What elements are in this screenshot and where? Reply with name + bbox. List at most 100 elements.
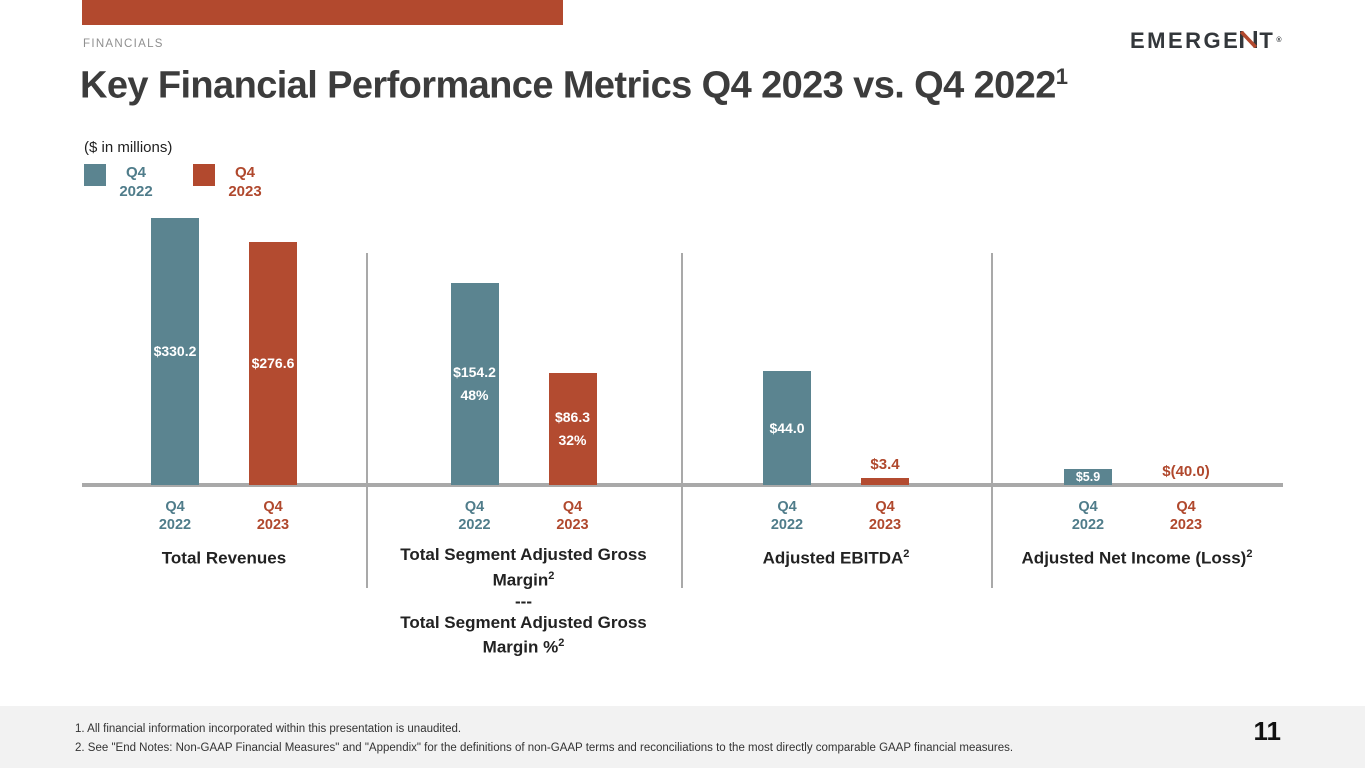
chart-group-adjusted-net-income: $5.9 $(40.0) Q4 2022 Q4 2023 Adjusted Ne…	[991, 218, 1283, 569]
legend-label-line: Q4	[125, 164, 146, 181]
tick-q4-2023: Q4 2023	[549, 499, 597, 534]
emergent-logo: EMERGE T ®	[1130, 28, 1284, 54]
footnotes: 1. All financial information incorporate…	[75, 720, 1013, 757]
bar-pair: $44.0 $3.4	[681, 218, 991, 485]
group-title-text: Adjusted EBITDA	[762, 548, 904, 568]
bar-column-q4-2023: $276.6	[249, 218, 297, 485]
tick-line: Q4	[263, 499, 283, 515]
group-title-text: Total Segment Adjusted Gross Margin	[400, 545, 647, 590]
page-number: 11	[1253, 716, 1282, 746]
bar-pair: $330.2 $276.6	[82, 218, 366, 485]
group-subtitle-text: Total Segment Adjusted Gross Margin %	[400, 612, 647, 657]
bar-dollar-label: $154.2	[453, 364, 496, 380]
footnote-1: 1. All financial information incorporate…	[75, 723, 462, 735]
tick-q4-2022: Q4 2022	[151, 499, 199, 534]
tick-line: Q4	[562, 499, 583, 515]
bar-column-q4-2022: $44.0	[763, 218, 811, 485]
bar-q4-2023: $276.6	[249, 242, 297, 485]
x-axis-tick-labels: Q4 2022 Q4 2023	[366, 499, 681, 534]
bar-q4-2023	[861, 478, 909, 485]
group-divider-line	[991, 253, 993, 588]
legend-swatch-q4-2023	[193, 164, 215, 186]
logo-text-right: T	[1259, 28, 1276, 53]
tick-line: Q4	[1176, 499, 1196, 515]
group-title-separator: ---	[515, 591, 532, 611]
legend-item-q4-2022: Q4 2022	[84, 163, 157, 201]
x-axis-tick-labels: Q4 2022 Q4 2023	[681, 499, 991, 534]
tick-line: Q4	[464, 499, 485, 515]
slide-title-text: Key Financial Performance Metrics Q4 202…	[80, 64, 1056, 107]
section-eyebrow: FINANCIALS	[83, 38, 164, 50]
bar-percent-label: 48%	[460, 387, 489, 403]
tick-line: 2023	[556, 516, 589, 533]
tick-line: 2022	[770, 516, 804, 533]
tick-q4-2023: Q4 2023	[249, 499, 297, 534]
bar-column-q4-2023: $86.3 32%	[548, 218, 597, 485]
bar-value-label-above: $3.4	[870, 456, 900, 473]
bar-q4-2023: $86.3 32%	[548, 373, 597, 485]
chart-group-total-revenues: $330.2 $276.6 Q4 2022 Q4 2023 Total Reve…	[82, 218, 366, 569]
footnote-2: 2. See "End Notes: Non-GAAP Financial Me…	[75, 741, 1014, 754]
legend-label-q4-2023: Q4 2023	[224, 163, 266, 201]
legend-label-line: Q4	[234, 164, 255, 181]
tick-line: 2022	[1071, 516, 1105, 533]
tick-line: 2022	[458, 516, 491, 533]
group-title-text: Adjusted Net Income (Loss)	[1021, 548, 1247, 568]
bar-value-label: $44.0	[769, 419, 805, 436]
bar-value-label: $330.2	[153, 343, 197, 359]
tick-line: Q4	[777, 499, 797, 515]
logo-trademark: ®	[1276, 37, 1284, 44]
bar-value-label: $86.3 32%	[549, 373, 597, 485]
slide-title-footnote-marker: 1	[1055, 64, 1068, 89]
bar-pair: $5.9 $(40.0)	[991, 218, 1283, 485]
bar-column-q4-2022: $5.9	[1064, 218, 1112, 485]
tick-line: 2023	[1169, 516, 1203, 533]
group-title-footnote-marker: 2	[1246, 548, 1253, 560]
chart-group-gross-margin: $154.2 48% $86.3 32% Q4 2022 Q4 2023 Total…	[366, 218, 681, 658]
group-title-main: Total Segment Adjusted Gross Margin2	[393, 544, 655, 591]
bar-column-q4-2022: $330.2	[151, 218, 199, 485]
bar-value-label: $276.6	[251, 355, 295, 371]
bar-value-label: $5.9	[1075, 469, 1101, 484]
legend-label-line: 2023	[228, 183, 262, 200]
group-subtitle: Total Segment Adjusted Gross Margin %2	[393, 612, 655, 659]
bar-value-label: $154.2 48%	[451, 283, 499, 485]
tick-line: 2022	[158, 516, 192, 533]
bar-dollar-label: $86.3	[554, 409, 591, 425]
tick-q4-2023: Q4 2023	[861, 499, 909, 534]
tick-q4-2022: Q4 2022	[1064, 499, 1112, 534]
units-note: ($ in millions)	[84, 139, 173, 156]
group-title-footnote-marker: 2	[548, 569, 555, 582]
bar-q4-2022: $154.2 48%	[450, 283, 499, 485]
group-title: Total Revenues	[82, 544, 366, 569]
group-divider-line	[366, 253, 368, 588]
legend-item-q4-2023: Q4 2023	[193, 163, 266, 201]
group-divider-line	[681, 253, 683, 588]
group-subtitle-footnote-marker: 2	[558, 637, 565, 650]
slide-title: Key Financial Performance Metrics Q4 202…	[80, 64, 1068, 108]
group-title: Adjusted Net Income (Loss)2	[991, 544, 1283, 569]
tick-q4-2022: Q4 2022	[451, 499, 499, 534]
bar-q4-2022: $5.9	[1064, 469, 1112, 485]
bar-column-q4-2023: $3.4	[861, 218, 909, 485]
x-axis-tick-labels: Q4 2022 Q4 2023	[82, 499, 366, 534]
group-title: Adjusted EBITDA2	[681, 544, 991, 569]
tick-q4-2022: Q4 2022	[763, 499, 811, 534]
tick-line: Q4	[165, 499, 185, 515]
group-title-text: Total Revenues	[161, 548, 287, 568]
bar-q4-2022: $44.0	[763, 371, 811, 485]
chart-group-adjusted-ebitda: $44.0 $3.4 Q4 2022 Q4 2023 Adjusted EBIT…	[681, 218, 991, 569]
slide-footer: 1. All financial information incorporate…	[0, 706, 1365, 768]
chart-legend: Q4 2022 Q4 2023	[84, 163, 266, 201]
tick-q4-2023: Q4 2023	[1162, 499, 1210, 534]
legend-swatch-q4-2022	[84, 164, 106, 186]
bar-percent-label: 32%	[558, 432, 587, 448]
tick-line: Q4	[875, 499, 895, 515]
tick-line: Q4	[1078, 499, 1098, 515]
logo-n-icon	[1240, 28, 1258, 54]
x-axis-tick-labels: Q4 2022 Q4 2023	[991, 499, 1283, 534]
bar-q4-2022: $330.2	[151, 218, 199, 485]
top-accent-bar	[82, 0, 563, 25]
bar-column-q4-2023: $(40.0)	[1162, 218, 1210, 485]
group-title-footnote-marker: 2	[903, 548, 910, 560]
